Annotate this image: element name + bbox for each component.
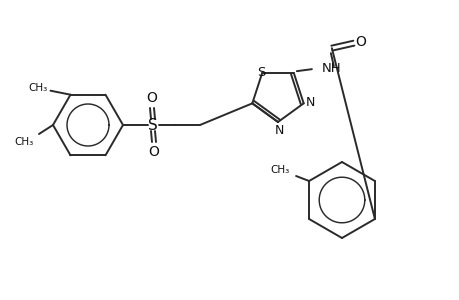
Text: N: N xyxy=(274,124,283,136)
Text: O: O xyxy=(146,91,157,105)
Text: NH: NH xyxy=(321,62,341,75)
Text: S: S xyxy=(148,118,157,133)
Text: CH₃: CH₃ xyxy=(15,137,34,147)
Text: O: O xyxy=(148,145,159,159)
Text: S: S xyxy=(257,66,265,79)
Text: O: O xyxy=(355,35,365,49)
Text: CH₃: CH₃ xyxy=(28,83,47,93)
Text: CH₃: CH₃ xyxy=(270,165,290,175)
Text: N: N xyxy=(305,96,315,109)
